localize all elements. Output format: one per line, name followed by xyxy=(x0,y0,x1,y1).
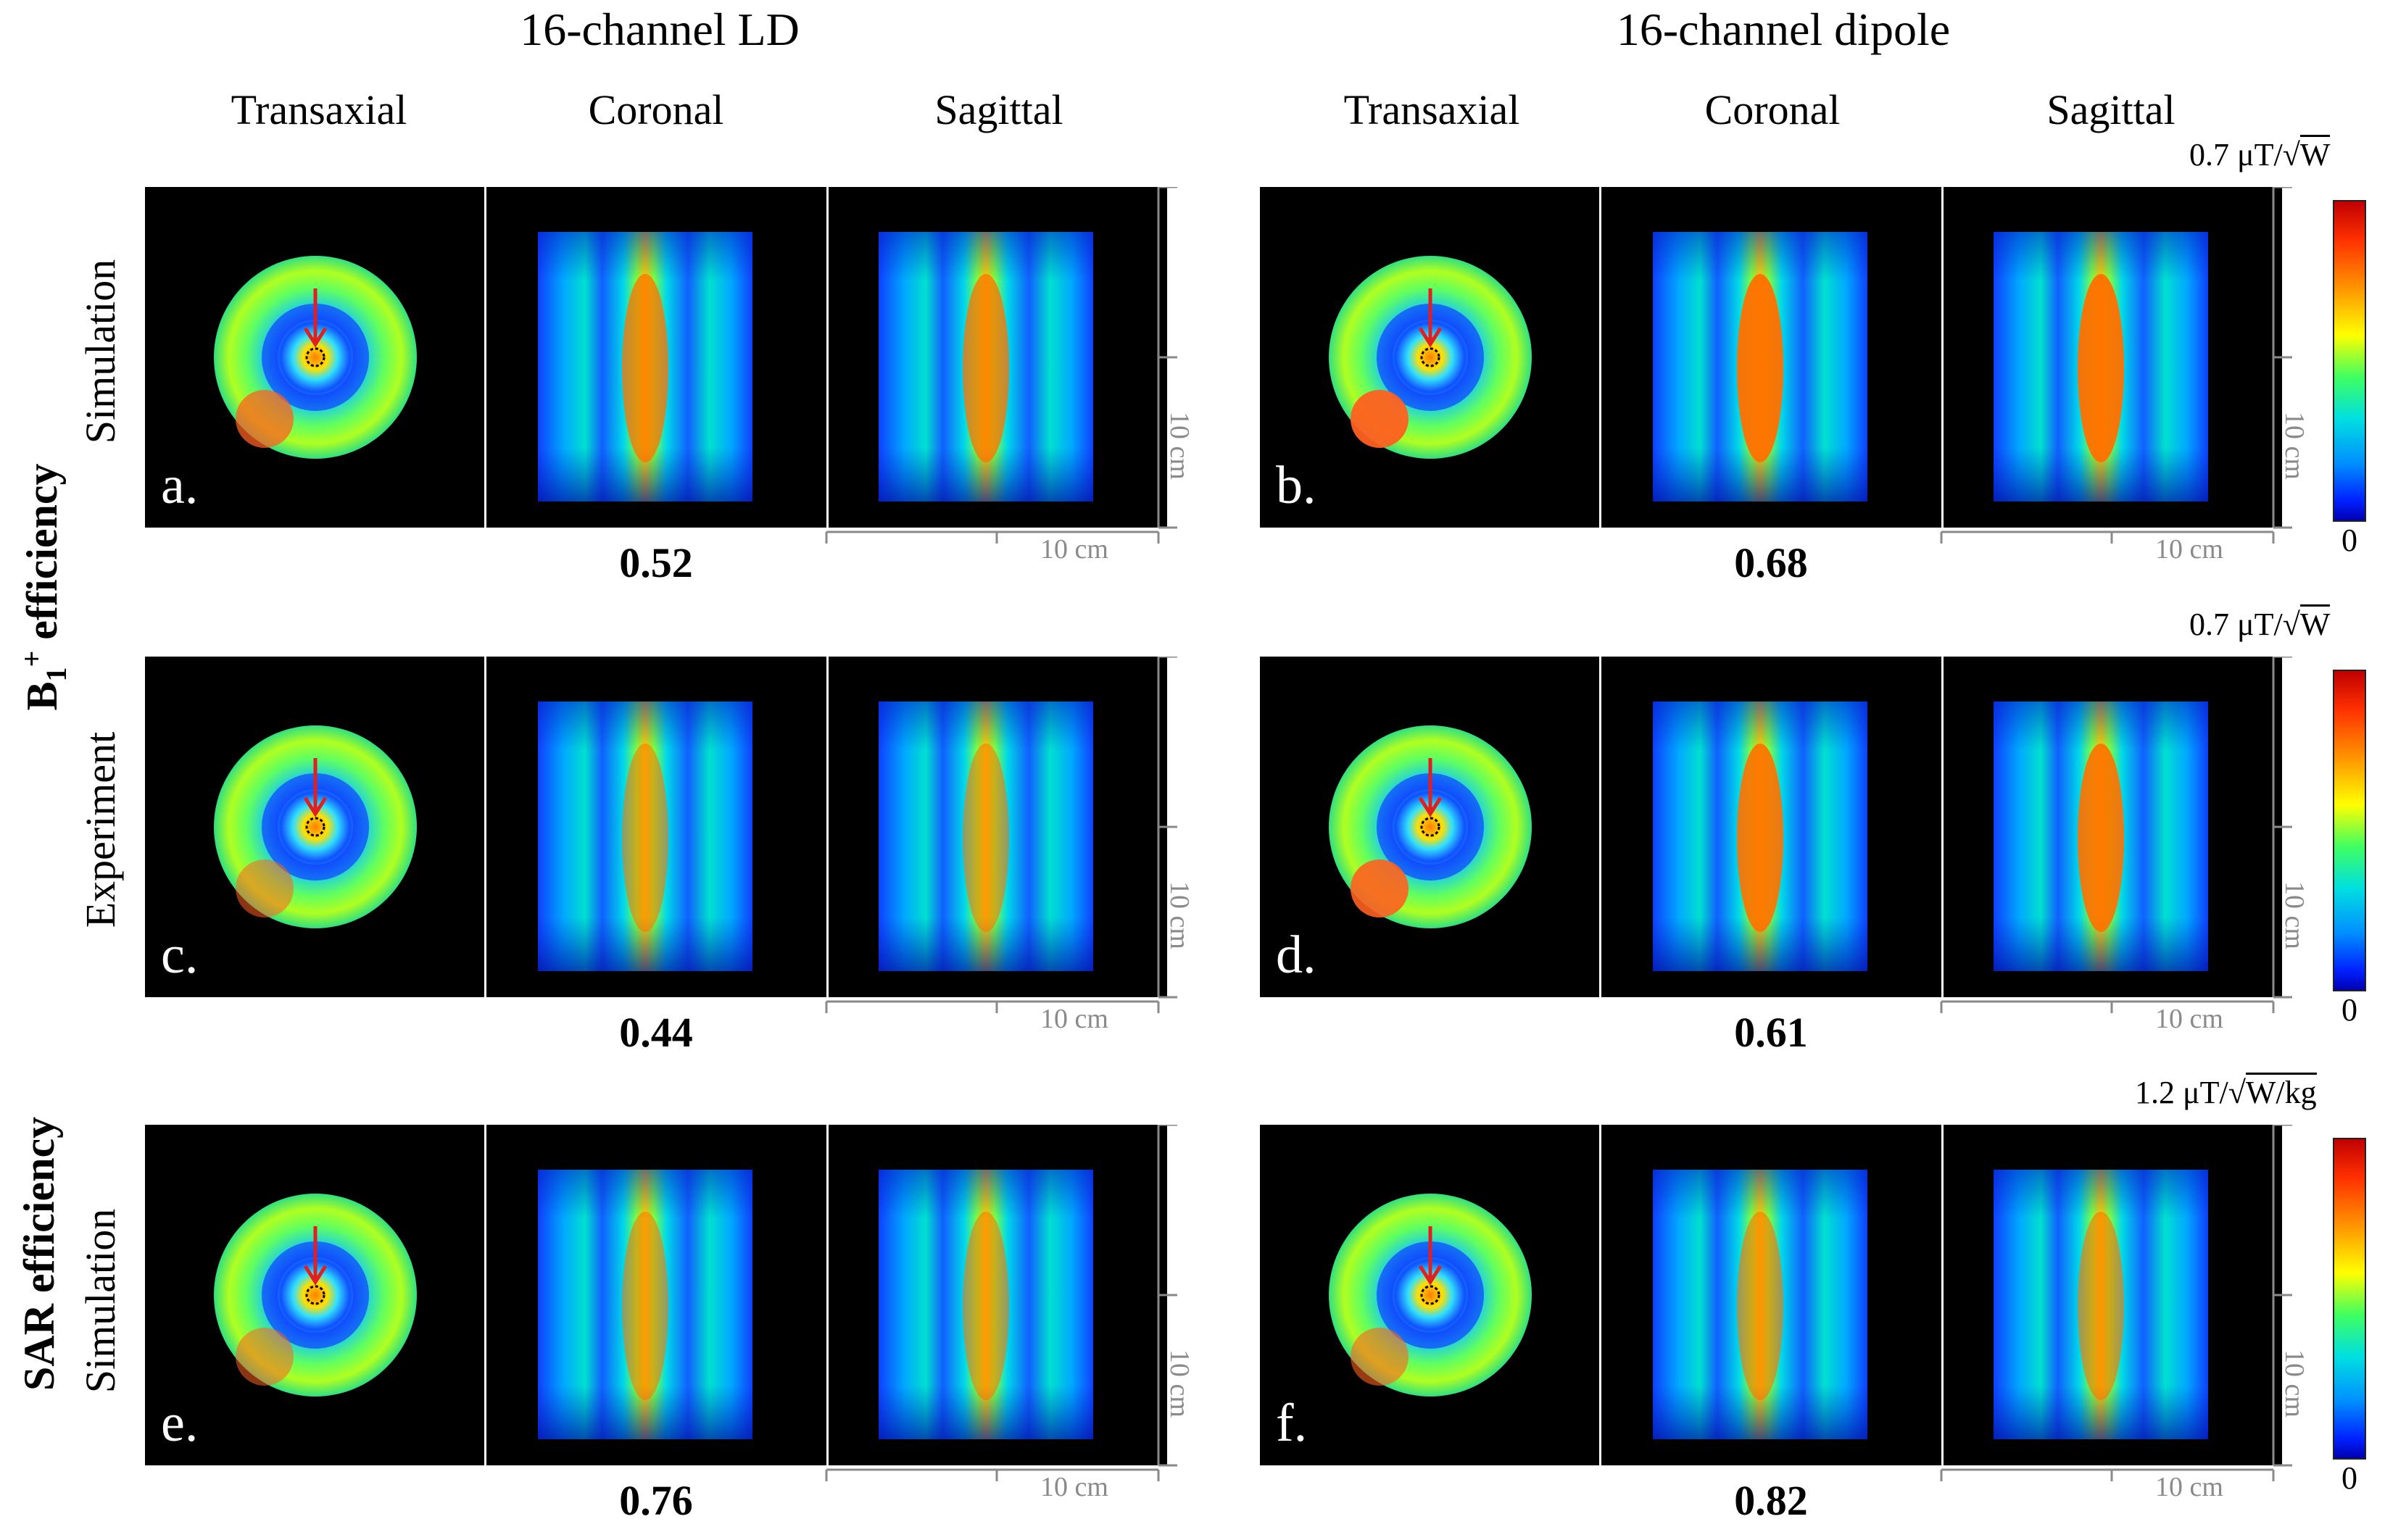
coronal-map xyxy=(1653,232,1867,501)
field-maps xyxy=(214,1170,1093,1439)
panel-separator xyxy=(826,1125,829,1465)
view-title-right-coronal: Coronal xyxy=(1704,86,1841,133)
row-label-simulation-2: Simulation xyxy=(77,1208,124,1394)
efficiency-value: 0.52 xyxy=(619,539,693,586)
view-title-right-sagittal: Sagittal xyxy=(2046,86,2175,133)
sagittal-map xyxy=(1994,1170,2208,1439)
center-arrow xyxy=(303,1226,328,1286)
row-label-experiment: Experiment xyxy=(77,731,124,928)
scale-bars xyxy=(825,187,1177,544)
row-group-sar-efficiency: SAR efficiency xyxy=(15,1116,63,1391)
view-title-right-transaxial: Transaxial xyxy=(1343,86,1520,133)
sagittal-map xyxy=(879,232,1093,501)
left-group-title: 16-channel LD xyxy=(520,4,800,55)
scale-bars xyxy=(825,1125,1177,1481)
scale-bar-vertical-label: 10 cm xyxy=(2278,1349,2310,1418)
colorbar-min-label: 0 xyxy=(2342,1460,2357,1496)
field-maps xyxy=(1329,702,2208,971)
center-arrow xyxy=(1418,1226,1443,1286)
colorbar-max-label: 0.7 μT/√W xyxy=(2189,135,2331,173)
coronal-map xyxy=(1653,702,1867,971)
panel-separator xyxy=(484,1125,486,1465)
row-label-simulation-1: Simulation xyxy=(77,259,124,444)
sagittal-map xyxy=(879,702,1093,971)
center-arrow xyxy=(1418,288,1443,348)
panel-letter: b. xyxy=(1276,456,1316,515)
panel-letter: c. xyxy=(161,925,199,985)
center-arrow xyxy=(303,758,328,817)
panel-separator xyxy=(484,187,486,528)
panel-separator xyxy=(484,657,486,997)
panel-separator xyxy=(1599,187,1601,528)
scale-bar-horizontal-label: 10 cm xyxy=(2155,1472,2223,1502)
field-maps xyxy=(1329,232,2208,501)
scale-bars xyxy=(1940,1125,2292,1481)
view-title-left-sagittal: Sagittal xyxy=(934,86,1063,133)
row-group-b1-efficiency: B1+ efficiency xyxy=(15,463,72,711)
efficiency-value: 0.68 xyxy=(1734,539,1808,586)
efficiency-value: 0.82 xyxy=(1734,1477,1808,1524)
scale-bar-vertical-label: 10 cm xyxy=(1164,881,1195,949)
view-title-left-transaxial: Transaxial xyxy=(231,86,407,133)
coronal-map xyxy=(538,702,752,971)
panel-c: c. xyxy=(145,657,1167,997)
scale-bar-vertical-label: 10 cm xyxy=(1164,412,1195,480)
scale-bar-horizontal-label: 10 cm xyxy=(2155,1004,2223,1034)
panel-separator xyxy=(1941,657,1944,997)
center-arrow xyxy=(1418,758,1443,817)
efficiency-value: 0.44 xyxy=(619,1009,693,1056)
panel-separator xyxy=(1599,1125,1601,1465)
colorbar-min-label: 0 xyxy=(2342,992,2357,1028)
panel-d: d. xyxy=(1260,657,2282,997)
coronal-map xyxy=(538,1170,752,1439)
panel-letter: a. xyxy=(161,456,199,515)
scale-bar-horizontal-label: 10 cm xyxy=(1040,1004,1108,1034)
panel-b: b. xyxy=(1260,187,2282,528)
coronal-map xyxy=(538,232,752,501)
scale-bar-vertical-label: 10 cm xyxy=(2278,881,2310,949)
scale-bars xyxy=(1940,187,2292,544)
sagittal-map xyxy=(879,1170,1093,1439)
scale-bar-horizontal-label: 10 cm xyxy=(1040,534,1108,565)
field-maps xyxy=(214,232,1093,501)
scale-bar-vertical-label: 10 cm xyxy=(2278,412,2310,480)
right-group-title: 16-channel dipole xyxy=(1616,4,1951,55)
scale-bars xyxy=(1940,657,2292,1013)
scale-bar-horizontal-label: 10 cm xyxy=(1040,1472,1108,1502)
colorbar xyxy=(2333,1138,2366,1460)
scale-bar-horizontal-label: 10 cm xyxy=(2155,534,2223,565)
sagittal-map xyxy=(1994,232,2208,501)
panel-letter: f. xyxy=(1276,1394,1308,1453)
panel-f: f. xyxy=(1260,1125,2282,1465)
coronal-map xyxy=(1653,1170,1867,1439)
center-arrow xyxy=(303,288,328,348)
panel-letter: e. xyxy=(161,1394,199,1453)
panel-letter: d. xyxy=(1276,925,1316,985)
field-maps xyxy=(214,702,1093,971)
colorbar-max-label: 0.7 μT/√W xyxy=(2189,604,2331,643)
scale-bar-vertical-label: 10 cm xyxy=(1164,1349,1195,1418)
panel-separator xyxy=(826,187,829,528)
scale-bars xyxy=(825,657,1177,1013)
panel-separator xyxy=(1941,187,1944,528)
panel-separator xyxy=(1599,657,1601,997)
colorbar-min-label: 0 xyxy=(2342,523,2357,558)
panel-separator xyxy=(1941,1125,1944,1465)
panel-e: e. xyxy=(145,1125,1167,1465)
panel-a: a. xyxy=(145,187,1167,528)
colorbar xyxy=(2333,200,2366,522)
view-title-left-coronal: Coronal xyxy=(588,86,724,133)
efficiency-value: 0.76 xyxy=(619,1477,693,1524)
colorbar-max-label: 1.2 μT/√W/kg xyxy=(2135,1073,2317,1111)
field-maps xyxy=(1329,1170,2208,1439)
colorbar xyxy=(2333,670,2366,991)
sagittal-map xyxy=(1994,702,2208,971)
efficiency-value: 0.61 xyxy=(1734,1009,1808,1056)
panel-separator xyxy=(826,657,829,997)
